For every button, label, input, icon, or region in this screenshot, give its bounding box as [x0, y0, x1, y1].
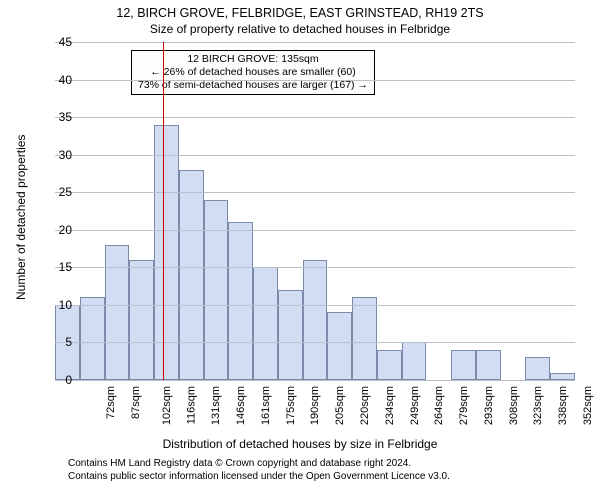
gridline	[55, 342, 575, 343]
x-tick-label: 249sqm	[409, 386, 421, 425]
histogram-bar	[476, 350, 501, 380]
y-tick-label: 15	[52, 260, 72, 274]
histogram-bar	[303, 260, 328, 380]
gridline	[55, 230, 575, 231]
chart-plot-area: 12 BIRCH GROVE: 135sqm ← 26% of detached…	[55, 42, 575, 380]
x-tick-label: 220sqm	[359, 386, 371, 425]
x-tick-label: 190sqm	[310, 386, 322, 425]
histogram-bar	[525, 357, 550, 380]
footer-attribution: Contains HM Land Registry data © Crown c…	[68, 458, 450, 483]
histogram-bar	[377, 350, 402, 380]
gridline	[55, 305, 575, 306]
gridline	[55, 117, 575, 118]
x-tick-label: 205sqm	[334, 386, 346, 425]
gridline	[55, 192, 575, 193]
chart-title-line2: Size of property relative to detached ho…	[0, 22, 600, 36]
x-tick-label: 264sqm	[433, 386, 445, 425]
histogram-bar	[129, 260, 154, 380]
histogram-bar	[105, 245, 130, 380]
x-tick-label: 161sqm	[260, 386, 272, 425]
x-axis-label: Distribution of detached houses by size …	[0, 437, 600, 451]
y-tick-label: 20	[52, 223, 72, 237]
x-tick-label: 116sqm	[185, 386, 197, 424]
x-tick-label: 338sqm	[557, 386, 569, 425]
y-tick-label: 45	[52, 35, 72, 49]
x-tick-label: 293sqm	[483, 386, 495, 425]
x-tick-label: 352sqm	[582, 386, 594, 425]
x-tick-label: 102sqm	[161, 386, 173, 425]
histogram-bar	[402, 342, 427, 380]
gridline	[55, 80, 575, 81]
histogram-bar	[80, 297, 105, 380]
chart-title-line1: 12, BIRCH GROVE, FELBRIDGE, EAST GRINSTE…	[0, 6, 600, 20]
y-tick-label: 5	[52, 335, 72, 349]
histogram-bar	[352, 297, 377, 380]
histogram-bar	[550, 373, 575, 381]
y-axis-label: Number of detached properties	[14, 135, 28, 300]
annotation-line3: 73% of semi-detached houses are larger (…	[138, 79, 368, 92]
y-tick-label: 10	[52, 298, 72, 312]
x-tick-label: 146sqm	[235, 386, 247, 425]
x-tick-label: 175sqm	[285, 386, 297, 425]
histogram-bar	[253, 267, 278, 380]
x-tick-label: 279sqm	[458, 386, 470, 425]
y-tick-label: 40	[52, 73, 72, 87]
histogram-bar	[451, 350, 476, 380]
histogram-bar	[278, 290, 303, 380]
footer-line2: Contains public sector information licen…	[68, 471, 450, 484]
histogram-bar	[228, 222, 253, 380]
x-tick-label: 308sqm	[508, 386, 520, 425]
gridline	[55, 42, 575, 43]
x-tick-label: 72sqm	[105, 386, 117, 419]
x-tick-label: 323sqm	[532, 386, 544, 425]
gridline	[55, 155, 575, 156]
gridline	[55, 380, 575, 381]
x-tick-label: 87sqm	[130, 386, 142, 419]
annotation-line2: ← 26% of detached houses are smaller (60…	[138, 66, 368, 79]
histogram-bar	[179, 170, 204, 380]
y-tick-label: 30	[52, 148, 72, 162]
reference-vline	[163, 42, 164, 380]
gridline	[55, 267, 575, 268]
histogram-bar	[327, 312, 352, 380]
y-tick-label: 0	[52, 373, 72, 387]
annotation-line1: 12 BIRCH GROVE: 135sqm	[138, 53, 368, 66]
y-tick-label: 35	[52, 110, 72, 124]
x-tick-label: 131sqm	[211, 386, 223, 425]
y-tick-label: 25	[52, 185, 72, 199]
annotation-box: 12 BIRCH GROVE: 135sqm ← 26% of detached…	[131, 50, 375, 95]
footer-line1: Contains HM Land Registry data © Crown c…	[68, 458, 450, 471]
histogram-bar	[204, 200, 229, 380]
x-tick-label: 234sqm	[384, 386, 396, 425]
